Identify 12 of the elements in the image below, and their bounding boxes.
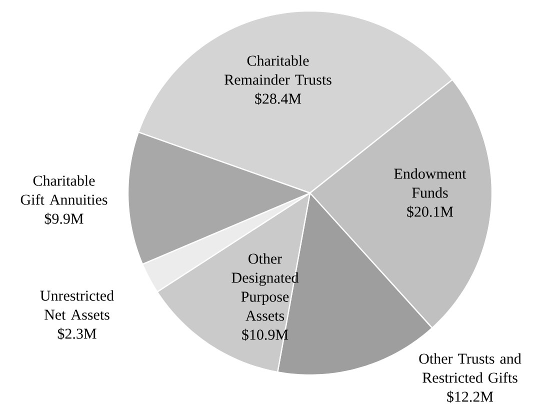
slice-label: Charitable Remainder Trusts: [224, 55, 332, 85]
slice-label: Other Trusts and Restricted Gifts: [419, 353, 522, 383]
data-label: $9.9M: [44, 212, 84, 225]
data-label: $12.2M: [447, 390, 494, 403]
slice-label: Unrestricted Net Assets: [40, 290, 114, 320]
data-label: $10.9M: [242, 328, 288, 341]
data-label: $2.3M: [58, 328, 96, 340]
slice-label: Endowment Funds: [394, 168, 466, 198]
slice-label: Other Designated Purpose Assets: [232, 253, 299, 321]
data-label: $28.4M: [255, 92, 302, 105]
slice-label: Charitable Gift Annuities: [20, 175, 108, 205]
data-label: $20.1M: [407, 206, 454, 218]
